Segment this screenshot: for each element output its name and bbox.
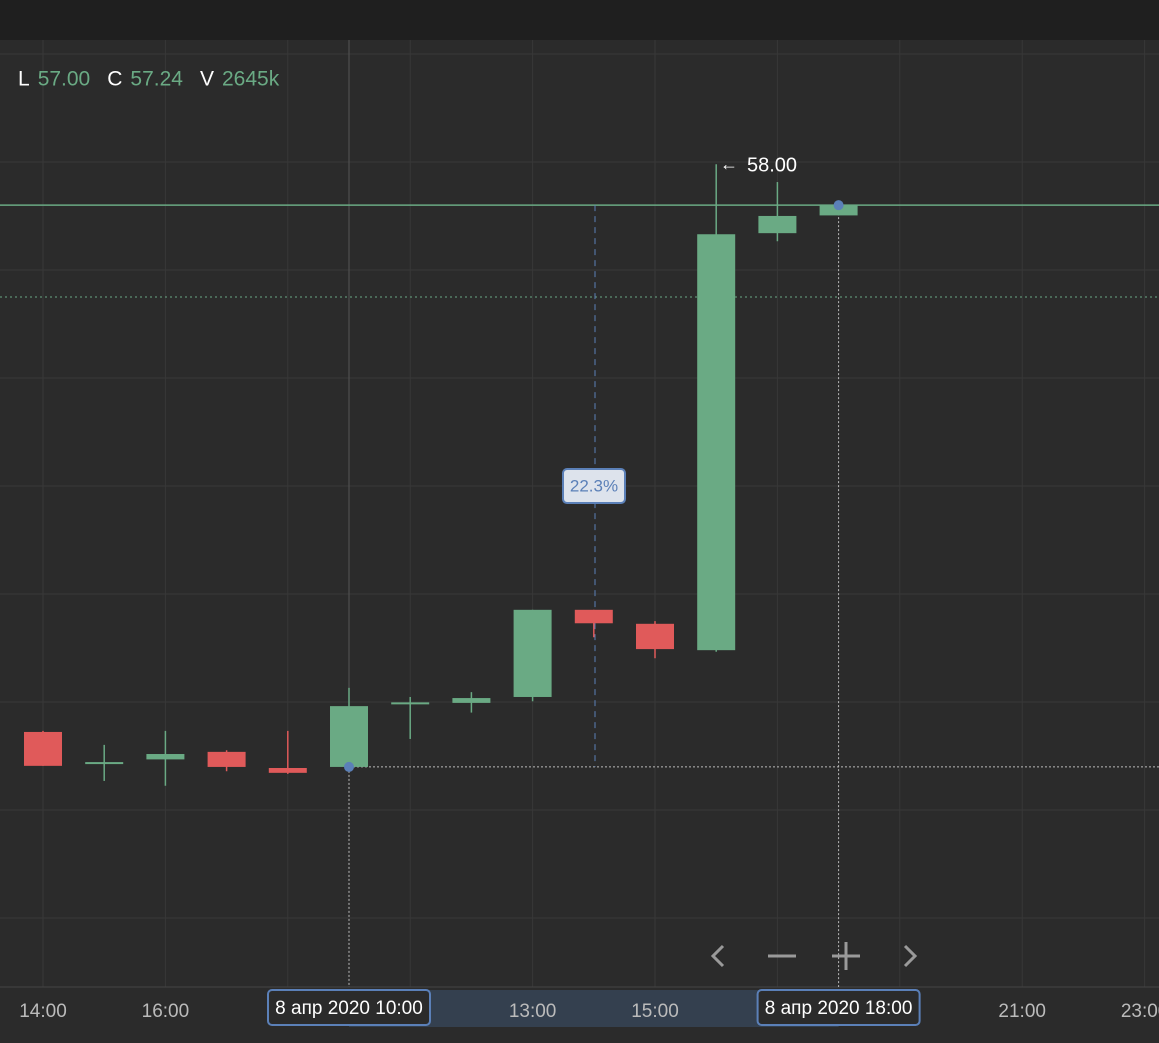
x-tick-label: 15:00 (631, 1001, 679, 1022)
legend-name: L (18, 68, 30, 91)
legend-name: V (200, 68, 214, 91)
crosshair-label: 8 апр 2020 10:00 (275, 998, 423, 1019)
legend-name: C (107, 68, 122, 91)
legend-value: 57.24 (130, 68, 183, 91)
zoom-in-button[interactable] (832, 942, 860, 970)
crosshair-label: 8 апр 2020 18:00 (765, 998, 913, 1019)
x-tick-label: 13:00 (509, 1001, 557, 1022)
candle-body (24, 731, 62, 766)
legend-value: 2645k (222, 68, 280, 91)
top-bar (0, 0, 1159, 40)
scroll-left-button[interactable] (710, 944, 725, 968)
candle-body (268, 768, 307, 773)
measure-label-box (562, 468, 626, 505)
annotations: 22.3% ← 58.00 (344, 154, 844, 772)
candle-body (636, 623, 674, 650)
candle-body (146, 754, 185, 760)
crosshair-label-box (267, 989, 431, 1026)
candle-body (758, 215, 797, 234)
measure-point (833, 200, 844, 211)
candle-body (513, 609, 552, 697)
high-label: 58.00 (747, 155, 797, 177)
candle-body (452, 698, 491, 703)
measure-label: 22.3% (570, 477, 618, 496)
x-tick-label: 16:00 (142, 1001, 190, 1022)
scroll-right-button[interactable] (903, 944, 918, 968)
measure-point (344, 761, 354, 772)
candle-body (697, 234, 736, 651)
time-axis: 14:00 16:00 13:00 15:00 21:00 23:00 8 апр 2020… (19, 989, 1159, 1027)
grid (0, 40, 1159, 988)
x-tick-label: 14:00 (19, 1001, 67, 1022)
candles (24, 164, 858, 786)
candle-body (391, 702, 430, 705)
candle-body (574, 609, 613, 624)
candle-body (85, 762, 124, 765)
x-tick-label: 21:00 (998, 1001, 1046, 1022)
legend: L 57.00 C 57.24 V 2645k (18, 68, 280, 91)
high-arrow: ← (720, 154, 738, 174)
candle-body (819, 205, 858, 216)
candle-body (207, 751, 246, 767)
candle-body (330, 706, 368, 767)
legend-value: 57.00 (38, 68, 91, 91)
crosshair-label-box (756, 989, 921, 1026)
navigation (710, 942, 918, 970)
x-tick-label: 23:00 (1121, 1001, 1159, 1022)
